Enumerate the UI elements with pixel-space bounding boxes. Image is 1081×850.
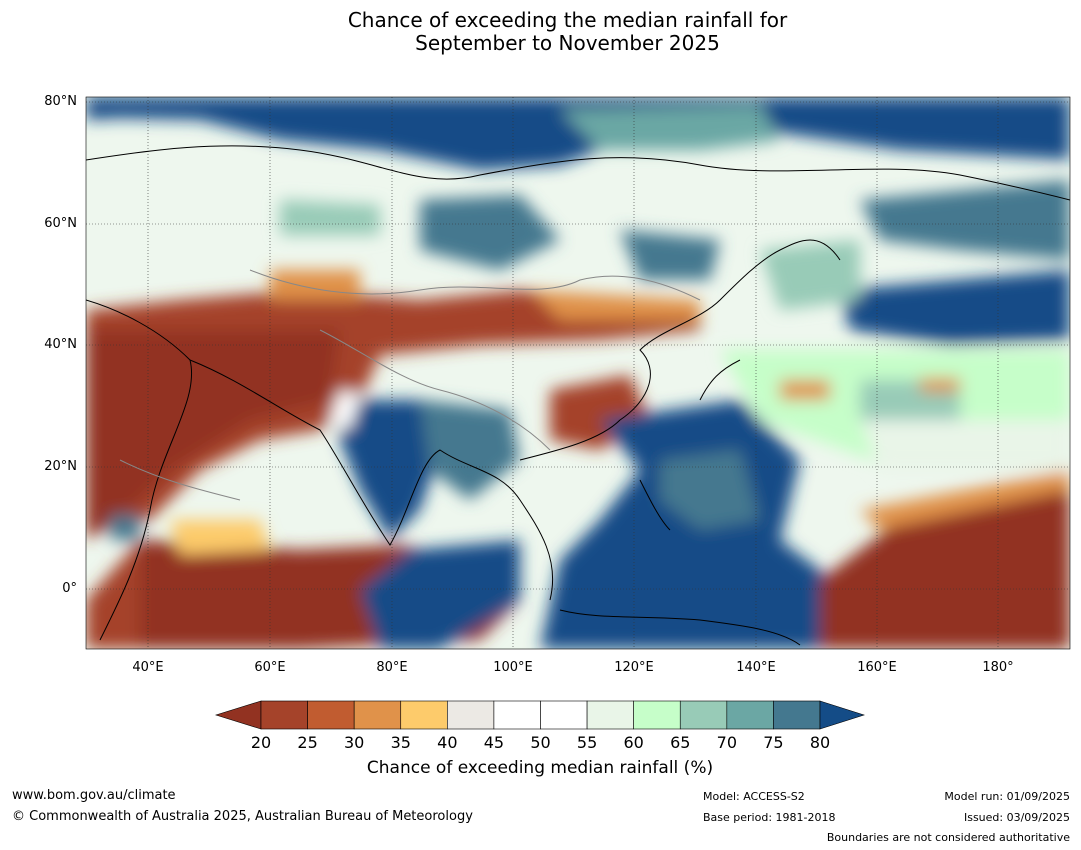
colorbar-tick-50: 50	[530, 733, 551, 752]
colorbar-title: Chance of exceeding median rainfall (%)	[366, 758, 714, 778]
colorbar-under-arrow	[214, 700, 262, 730]
map-title: Chance of exceeding the median rainfall …	[0, 9, 1081, 55]
colorbar-tick-40: 40	[437, 733, 458, 752]
lat-label-80n: 80°N	[44, 94, 77, 109]
colorbar-bin-70-75	[726, 700, 774, 730]
colorbar-bin-60-65	[633, 700, 681, 730]
lat-label-40n: 40°N	[44, 337, 77, 352]
colorbar-over-arrow	[819, 700, 865, 730]
footer-model: Model: ACCESS-S2	[703, 790, 805, 803]
map-frame	[85, 96, 1071, 650]
colorbar-bin-30-35	[353, 700, 402, 730]
graticule	[86, 97, 1070, 649]
colorbar-tick-70: 70	[716, 733, 737, 752]
colorbar-tick-25: 25	[297, 733, 318, 752]
colorbar-bin-50-55	[540, 700, 588, 730]
country-borders	[119, 269, 701, 501]
colorbar-bin-65-70	[679, 700, 728, 730]
colorbar-tick-75: 75	[763, 733, 784, 752]
colorbar-bin-55-60	[586, 700, 634, 730]
lon-label-180: 180°	[982, 660, 1014, 675]
colorbar-tick-20: 20	[250, 733, 272, 752]
colorbar-bin-75-80	[773, 700, 821, 730]
colorbar-tick-30: 30	[343, 733, 365, 752]
colorbar-tick-35: 35	[390, 733, 411, 752]
footer-base-period: Base period: 1981-2018	[703, 811, 836, 824]
lon-label-60e: 60°E	[254, 660, 286, 675]
colorbar-tick-65: 65	[670, 733, 691, 752]
footer-url[interactable]: www.bom.gov.au/climate	[12, 788, 176, 803]
coastlines	[86, 145, 1070, 646]
colorbar	[214, 700, 865, 730]
lon-label-80e: 80°E	[376, 660, 408, 675]
footer-model-run: Model run: 01/09/2025	[944, 790, 1070, 803]
lon-label-160e: 160°E	[857, 660, 897, 675]
colorbar-tick-45: 45	[483, 733, 505, 752]
colorbar-bin-25-30	[307, 700, 355, 730]
title-line-1: Chance of exceeding the median rainfall …	[347, 8, 788, 32]
lat-label-60n: 60°N	[44, 216, 77, 231]
colorbar-bin-40-45	[447, 700, 495, 730]
footer-copyright: © Commonwealth of Australia 2025, Austra…	[12, 809, 473, 824]
title-line-2: September to November 2025	[415, 31, 720, 55]
lon-label-140e: 140°E	[736, 660, 776, 675]
colorbar-tick-80: 80	[809, 733, 831, 752]
colorbar-bin-20-25	[260, 700, 308, 730]
lon-label-40e: 40°E	[132, 660, 164, 675]
colorbar-bin-45-50	[493, 700, 541, 730]
colorbar-bin-35-40	[400, 700, 448, 730]
lat-label-0: 0°	[62, 581, 77, 596]
lon-label-120e: 120°E	[614, 660, 654, 675]
footer-issued: Issued: 03/09/2025	[963, 811, 1070, 824]
rainfall-probability-field	[86, 97, 1070, 649]
lon-label-100e: 100°E	[493, 660, 533, 675]
lat-label-20n: 20°N	[44, 459, 77, 474]
footer-disclaimer: Boundaries are not considered authoritat…	[826, 831, 1070, 844]
colorbar-tick-60: 60	[623, 733, 644, 752]
colorbar-tick-55: 55	[576, 733, 598, 752]
